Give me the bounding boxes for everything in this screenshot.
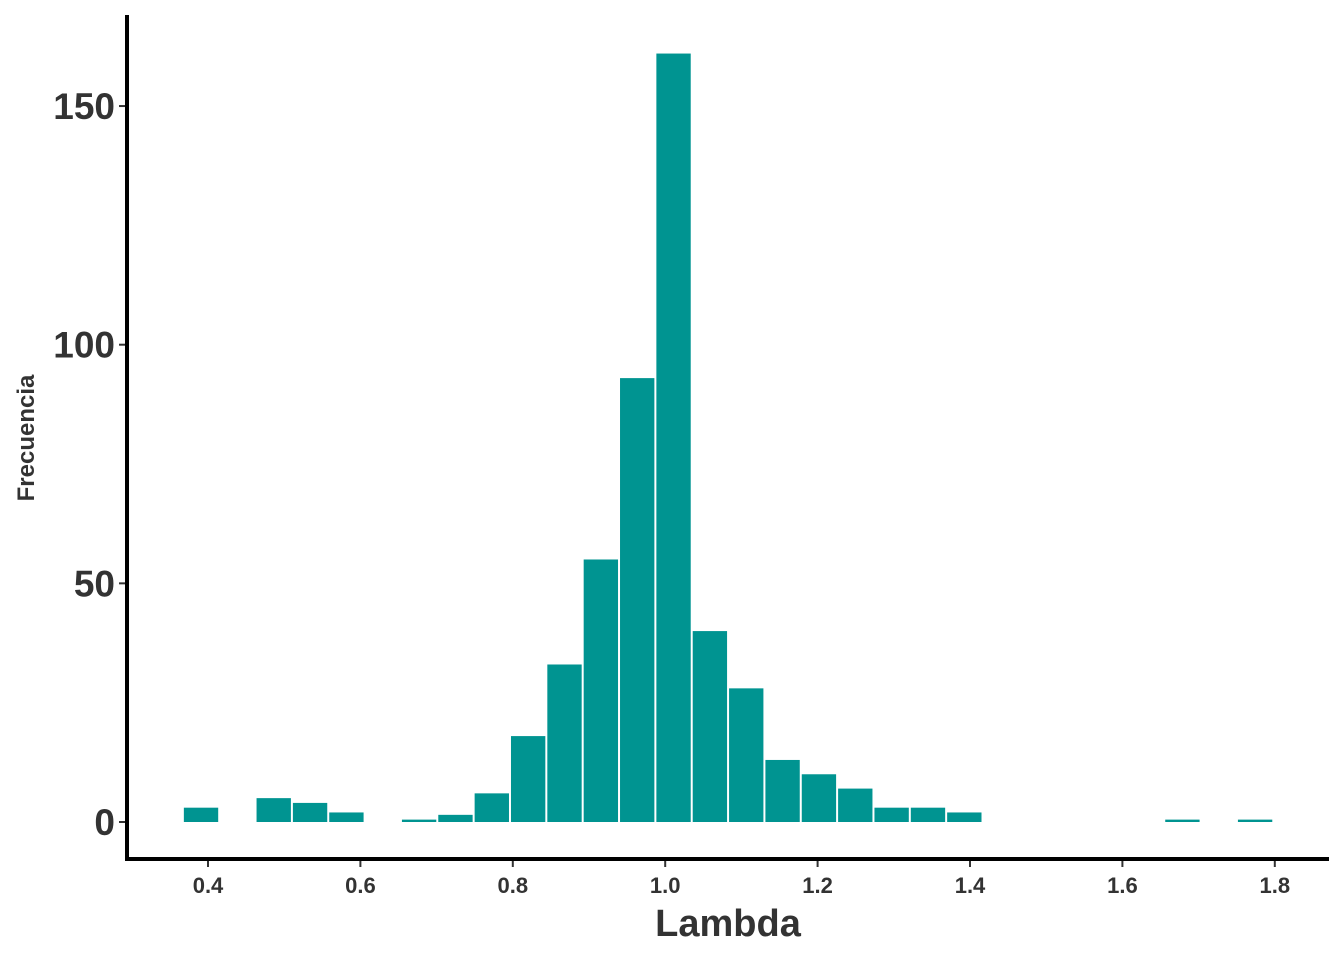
y-tick-label: 50 — [74, 563, 115, 604]
histogram-bar — [1237, 819, 1273, 822]
x-tick-label: 1.2 — [802, 873, 833, 898]
x-axis-label: Lambda — [655, 903, 802, 945]
histogram-bar — [474, 793, 509, 822]
x-tick-label: 0.4 — [193, 873, 224, 898]
y-tick-label: 150 — [53, 86, 115, 127]
histogram-bar — [401, 819, 437, 822]
y-tick-label: 0 — [94, 802, 115, 843]
histogram-bar — [947, 812, 982, 822]
histogram-bar — [874, 807, 909, 822]
histogram-bar — [510, 736, 546, 822]
x-tick-label: 1.8 — [1260, 873, 1291, 898]
histogram-bar — [256, 798, 291, 822]
x-tick-label: 0.6 — [345, 873, 376, 898]
histogram-bar — [656, 53, 691, 823]
x-tick-label: 1.6 — [1107, 873, 1138, 898]
histogram-bar — [801, 774, 837, 822]
histogram-bar — [183, 807, 219, 822]
x-tick-label: 1.4 — [955, 873, 986, 898]
y-tick-label: 100 — [53, 325, 115, 366]
histogram-bar — [547, 664, 582, 822]
histogram-bar — [692, 631, 728, 822]
histogram-bar — [583, 559, 619, 822]
histogram-bar — [729, 688, 764, 822]
x-tick-label: 1.0 — [650, 873, 681, 898]
histogram-bar — [329, 812, 364, 822]
histogram-bar — [620, 378, 655, 822]
histogram-bar — [1165, 819, 1200, 822]
x-ticks: 0.4 0.6 0.8 1.0 1.2 1.4 1.6 1.8 — [193, 861, 1290, 898]
histogram-bar — [838, 788, 873, 822]
y-axis-label: Frecuencia — [13, 374, 40, 501]
histogram-bar — [292, 802, 328, 822]
histogram-bar — [438, 814, 473, 822]
bars-group — [183, 53, 1273, 823]
histogram-bar — [765, 759, 800, 822]
histogram-bar — [910, 807, 946, 822]
y-ticks: 0 50 100 150 — [53, 86, 125, 843]
x-tick-label: 0.8 — [498, 873, 529, 898]
